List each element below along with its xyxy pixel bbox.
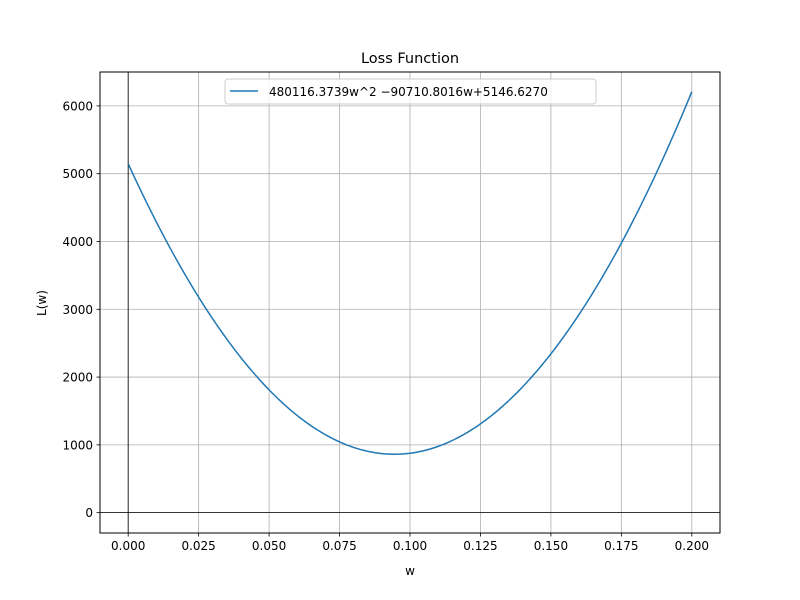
legend-label: 480116.3739w^2 −90710.8016w+5146.6270 xyxy=(269,85,548,99)
x-tick-label: 0.075 xyxy=(322,539,356,553)
x-tick-label: 0.200 xyxy=(675,539,709,553)
legend: 480116.3739w^2 −90710.8016w+5146.6270 xyxy=(224,78,597,105)
y-tick-label: 6000 xyxy=(62,99,93,113)
x-tick-label: 0.100 xyxy=(393,539,427,553)
y-tick-label: 0 xyxy=(85,506,93,520)
y-tick-label: 3000 xyxy=(62,303,93,317)
y-tick-label: 2000 xyxy=(62,371,93,385)
x-tick-label: 0.175 xyxy=(604,539,638,553)
y-axis-ticks: 0 1000 2000 3000 4000 5000 6000 xyxy=(62,99,100,520)
x-axis-ticks: 0.000 0.025 0.050 0.075 0.100 0.125 0.150 0.175… xyxy=(111,533,709,553)
legend-box xyxy=(224,78,597,105)
y-tick-label: 5000 xyxy=(62,167,93,181)
reference-lines xyxy=(100,72,720,533)
y-tick-label: 1000 xyxy=(62,438,93,452)
x-tick-label: 0.150 xyxy=(534,539,568,553)
chart-title: Loss Function xyxy=(361,51,459,67)
loss-curve xyxy=(127,91,693,455)
x-tick-label: 0.025 xyxy=(181,539,215,553)
y-tick-label: 4000 xyxy=(62,235,93,249)
x-tick-label: 0.125 xyxy=(463,539,497,553)
x-tick-label: 0.050 xyxy=(252,539,286,553)
x-tick-label: 0.000 xyxy=(111,539,145,553)
y-axis-label: L(w) xyxy=(35,290,49,316)
x-axis-label: w xyxy=(405,564,415,578)
